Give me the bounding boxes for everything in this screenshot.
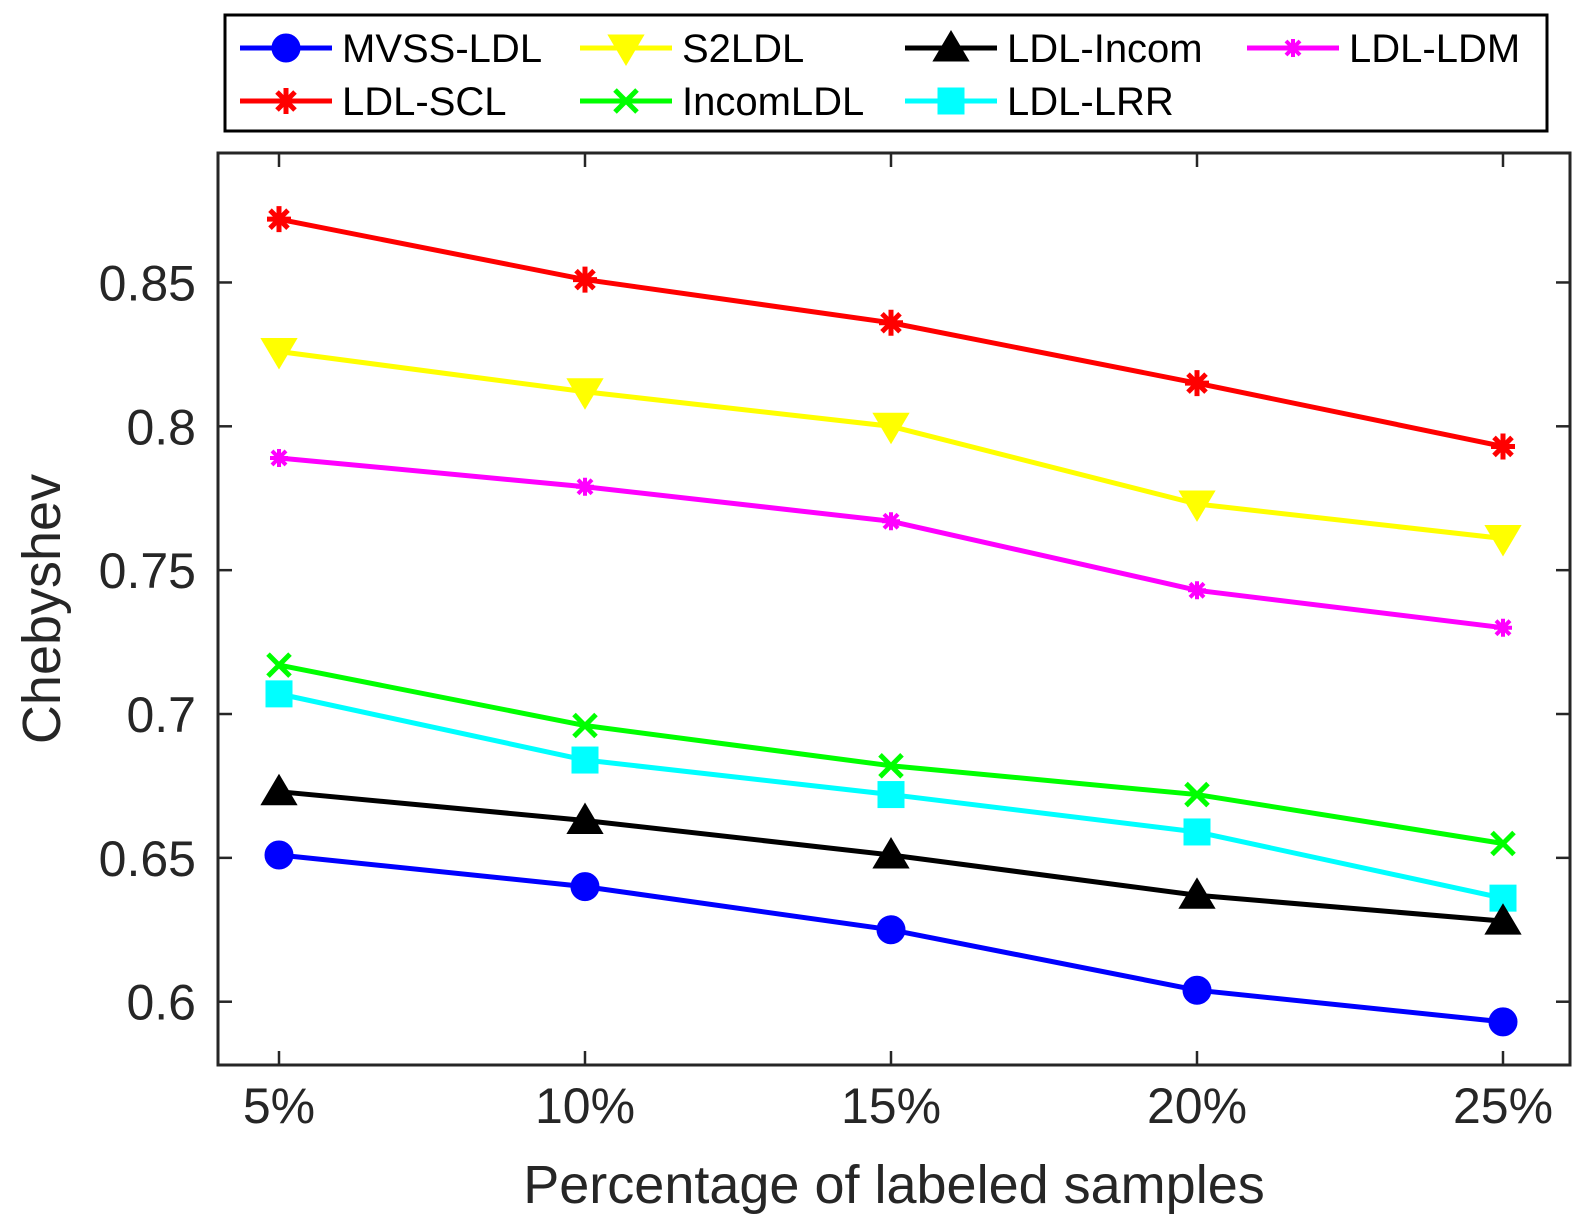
data-point-incomldl	[266, 652, 292, 678]
data-point-ldl-scl	[267, 206, 291, 233]
series-s2ldl	[260, 338, 1522, 557]
data-point-ldl-incom	[1484, 903, 1522, 935]
data-point-ldl-incom	[260, 773, 298, 806]
y-tick-label: 0.7	[126, 687, 196, 743]
legend-item-ldl-incom: LDL-Incom	[905, 27, 1203, 71]
data-point-incomldl	[572, 712, 598, 739]
data-point-mvss-ldl	[264, 840, 294, 870]
x-tick-label: 20%	[1147, 1078, 1247, 1134]
data-point-mvss-ldl	[876, 915, 906, 945]
series-ldl-lrr	[265, 680, 1517, 912]
legend-label: LDL-LDM	[1349, 27, 1520, 71]
data-point-mvss-ldl	[570, 872, 600, 902]
y-tick-label: 0.6	[126, 975, 196, 1031]
data-point-ldl-ldm	[882, 512, 900, 531]
data-point-ldl-ldm	[576, 477, 594, 496]
legend-label: LDL-SCL	[342, 80, 507, 124]
x-tick-label: 5%	[243, 1078, 315, 1134]
x-axis-title: Percentage of labeled samples	[523, 1155, 1264, 1215]
legend-marker	[932, 30, 970, 62]
data-point-ldl-ldm	[1188, 581, 1206, 600]
data-point-s2ldl	[260, 338, 298, 370]
data-point-ldl-incom	[566, 802, 604, 834]
legend-box	[223, 13, 1549, 133]
legend-marker	[613, 88, 639, 114]
data-point-ldl-scl	[879, 309, 903, 336]
legend-marker	[271, 33, 301, 63]
legend-item-mvss-ldl: MVSS-LDL	[240, 27, 542, 71]
series-ldl-scl	[267, 206, 1515, 460]
data-point-incomldl	[1184, 781, 1210, 808]
data-point-ldl-lrr	[1183, 818, 1211, 846]
y-tick-label: 0.8	[126, 399, 196, 455]
legend-item-ldl-ldm: LDL-LDM	[1247, 27, 1520, 71]
data-point-ldl-scl	[573, 266, 597, 293]
y-tick-label: 0.65	[99, 831, 196, 887]
data-point-ldl-lrr	[571, 746, 599, 774]
x-tick-label: 10%	[535, 1078, 635, 1134]
data-point-ldl-incom	[872, 837, 910, 869]
series-group	[260, 206, 1522, 1037]
legend-label: S2LDL	[682, 27, 804, 71]
series-ldl-incom	[260, 773, 1522, 935]
legend-label: LDL-LRR	[1007, 80, 1174, 124]
series-ldl-ldm	[270, 448, 1512, 637]
data-point-ldl-incom	[1178, 877, 1216, 909]
x-tick-label: 15%	[841, 1078, 941, 1134]
data-point-ldl-scl	[1491, 433, 1515, 460]
data-point-ldl-ldm	[270, 448, 288, 467]
data-point-ldl-lrr	[877, 781, 905, 809]
data-point-incomldl	[878, 753, 904, 779]
series-incomldl	[266, 652, 1516, 857]
y-tick-label: 0.75	[99, 543, 196, 599]
legend-item-s2ldl: S2LDL	[580, 27, 804, 71]
series-mvss-ldl	[264, 840, 1518, 1037]
series-line-s2ldl	[278, 349, 1504, 541]
data-point-s2ldl	[566, 378, 604, 410]
plot-area-frame	[216, 151, 1572, 1067]
data-point-s2ldl	[1484, 525, 1522, 557]
series-line-incomldl	[278, 662, 1504, 846]
legend-label: LDL-Incom	[1007, 27, 1203, 71]
data-point-mvss-ldl	[1488, 1007, 1518, 1037]
data-point-ldl-lrr	[265, 680, 293, 708]
legend-marker	[937, 87, 965, 115]
axis-ticks: 0.6 0.65 0.7 0.75 0.8 0.85 5% 10% 15% 20% 25%	[99, 153, 1570, 1134]
legend-item-ldl-scl: LDL-SCL	[240, 80, 507, 124]
x-tick-label: 25%	[1453, 1078, 1553, 1134]
y-axis-title: Chebyshev	[12, 474, 72, 744]
legend-label: MVSS-LDL	[342, 27, 542, 71]
data-point-s2ldl	[1178, 490, 1216, 522]
legend-marker	[274, 88, 298, 114]
series-line-ldl-ldm	[278, 455, 1504, 631]
y-tick-label: 0.85	[99, 255, 196, 311]
data-point-incomldl	[1490, 830, 1516, 857]
legend-marker	[607, 34, 645, 66]
data-point-s2ldl	[872, 412, 910, 445]
data-point-ldl-ldm	[1494, 618, 1512, 637]
legend: MVSS-LDL S2LDL LDL-Incom LDL-LDM LDL-SCL Inco…	[223, 13, 1549, 133]
legend-label: IncomLDL	[682, 80, 864, 124]
legend-marker	[1284, 39, 1302, 57]
legend-item-incomldl: IncomLDL	[580, 80, 864, 124]
data-point-ldl-scl	[1185, 370, 1209, 397]
data-point-mvss-ldl	[1182, 975, 1212, 1005]
legend-item-ldl-lrr: LDL-LRR	[905, 80, 1174, 124]
